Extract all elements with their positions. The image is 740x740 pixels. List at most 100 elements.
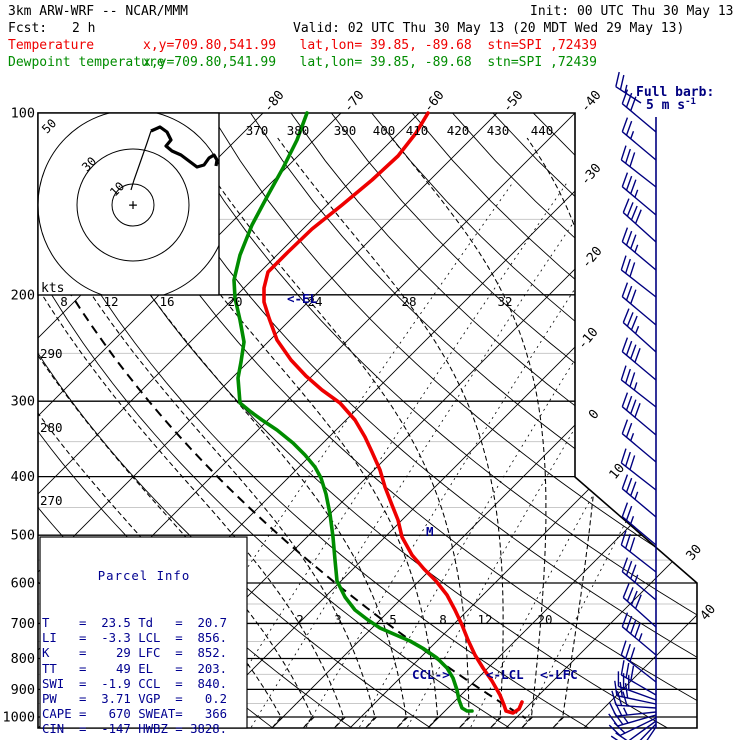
wind-barb (621, 117, 657, 161)
moist-adiabat-label: 16 (159, 294, 174, 309)
dry-adiabat-label: 400 (373, 123, 396, 138)
parcel-ascent-line (66, 287, 527, 720)
model-title: 3km ARW-WRF -- NCAR/MMM (8, 4, 189, 19)
isotherm (38, 113, 342, 728)
dry-adiabat (492, 113, 697, 728)
mixing-ratio-line (356, 181, 688, 728)
init-time: Init: 00 UTC Thu 30 May 13 (530, 4, 734, 19)
wind-barb (620, 530, 657, 573)
isotherm (38, 113, 420, 728)
wind-barb (622, 308, 657, 353)
wind-barb (621, 282, 657, 326)
wind-barb (620, 365, 657, 408)
moist-adiabat-label: 8 (60, 294, 68, 309)
temperature-legend-info: x,y=709.80,541.99 lat,lon= 39.85, -89.68… (143, 38, 597, 53)
wind-barb (620, 660, 657, 696)
isotherm-label-right: 0 (586, 407, 603, 423)
moist-adiabat (391, 137, 547, 728)
pressure-axis-label: 500 (11, 528, 35, 544)
parcel-info-title: Parcel Info (97, 569, 191, 584)
wind-barb (614, 680, 657, 705)
mixing-ratio-label: 20 (537, 612, 552, 627)
isotherm-label-right: 30 (684, 542, 706, 564)
isotherm-label-top: -80 (261, 88, 288, 116)
lcl-annotation: <-LCL (486, 667, 524, 682)
mixing-ratio-line (520, 181, 697, 728)
wind-barb (622, 198, 657, 243)
dry-adiabat-label: 440 (531, 123, 554, 138)
wind-barb (621, 227, 657, 271)
isotherm-label-right: -20 (579, 244, 606, 272)
wind-barb (609, 701, 657, 717)
moist-adiabat (113, 137, 440, 728)
dry-adiabat (169, 113, 697, 728)
dry-adiabat-label: 370 (246, 123, 269, 138)
moist-adiabat-label: 12 (103, 294, 118, 309)
pressure-axis-label: 800 (11, 651, 35, 667)
dry-adiabat-label-left: 290 (40, 346, 63, 361)
isotherm-label-right: 40 (698, 602, 720, 624)
valid-time: Valid: 02 UTC Thu 30 May 13 (20 MDT Wed … (293, 21, 685, 36)
wind-barb (621, 392, 657, 436)
mixing-ratio-label: 8 (439, 612, 447, 627)
isotherm-label-top: -60 (421, 88, 448, 116)
wind-barb (621, 337, 657, 381)
mixing-ratio-line (247, 181, 602, 728)
moist-adiabat-label: 20 (227, 294, 242, 309)
isotherm (505, 113, 697, 728)
dewpoint-legend-label: Dewpoint temperature (8, 55, 165, 70)
dry-adiabat (250, 113, 697, 728)
wind-barb (621, 474, 657, 518)
mixing-ratio-label: 12 (477, 612, 492, 627)
isotherm (583, 113, 697, 728)
isotherm (38, 113, 498, 728)
hodograph-trace (150, 125, 219, 169)
plot-border (37, 112, 698, 729)
pressure-axis-label: 1000 (2, 710, 35, 726)
dry-adiabat-label: 420 (447, 123, 470, 138)
dry-adiabat (209, 113, 697, 728)
dry-adiabat-label-left: 270 (40, 493, 63, 508)
hodograph-ring (76, 148, 190, 262)
dry-adiabat-label: 410 (406, 123, 429, 138)
pressure-axis-label: 600 (11, 576, 35, 592)
mixing-ratio-label: 5 (389, 612, 397, 627)
barb-legend-units: 5 m s-1 (646, 97, 696, 113)
wind-barb (620, 640, 657, 683)
isotherm-label-top: -50 (500, 88, 527, 116)
wind-barb (621, 612, 657, 656)
hodograph-trace-low (130, 130, 152, 191)
el-annotation: <-EL (287, 291, 318, 306)
wind-barb (621, 557, 657, 601)
parcel-info-box: Parcel Info T = 23.5 Td = 20.7 LI = -3.3… (42, 539, 246, 740)
wind-barb (622, 583, 657, 628)
isotherm-label-top: -40 (578, 88, 605, 116)
moist-adiabat (526, 137, 601, 728)
dewpoint-legend-info: x,y=709.80,541.99 lat,lon= 39.85, -89.68… (143, 55, 597, 70)
mixing-ratio-line (302, 181, 646, 728)
wind-barb (617, 671, 657, 701)
dry-adiabat-label: 430 (487, 123, 510, 138)
mixing-ratio-line (404, 181, 697, 728)
moist-adiabat-label: 24 (307, 294, 322, 309)
dry-adiabat (331, 113, 697, 728)
moist-adiabat (277, 137, 504, 728)
isotherm (427, 113, 697, 728)
moist-adiabat (38, 137, 346, 728)
mixing-ratio-label: 3 (334, 612, 342, 627)
pressure-axis-label: 400 (11, 469, 35, 485)
fcst-value: 2 h (72, 21, 96, 36)
dry-adiabat-label: 390 (334, 123, 357, 138)
pressure-axis-label: 900 (11, 682, 35, 698)
dry-adiabat (290, 113, 697, 728)
parcel-info-border (39, 536, 248, 729)
lfc-annotation: <-LFC (540, 667, 578, 682)
hodograph-units-label: kts (41, 281, 64, 296)
temperature-legend-label: Temperature (8, 38, 95, 53)
hodograph-origin: + (128, 196, 137, 214)
mixing-ratio-line (467, 181, 697, 728)
wind-barb (620, 448, 657, 491)
